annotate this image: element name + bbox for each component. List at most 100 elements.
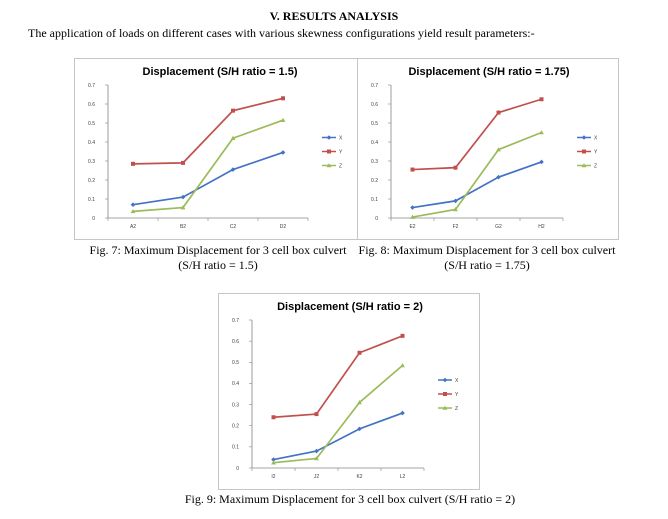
caption-fig8-line1: Fig. 8: Maximum Displacement for 3 cell …	[358, 243, 616, 257]
chart-svg: Displacement (S/H ratio = 1.75) 0 0.1 0.2 0.…	[371, 66, 598, 230]
x-tick-label: L2	[400, 474, 406, 480]
legend-marker-y	[443, 392, 447, 396]
data-point-z	[410, 214, 415, 219]
data-point-x	[130, 202, 136, 207]
series-x	[271, 410, 405, 462]
series-z	[271, 363, 405, 465]
y-tick-label: 0.6	[88, 102, 95, 108]
y-tick-label: 0	[92, 216, 95, 222]
y-tick-label: 0.5	[232, 360, 239, 366]
legend: X Y Z	[322, 135, 343, 169]
y-tick-label: 0.2	[232, 424, 239, 430]
x-tick-label: B2	[180, 224, 186, 230]
legend-marker-z	[442, 405, 448, 410]
y-tick-label: 0.4	[232, 381, 239, 387]
legend-label-x: X	[339, 135, 343, 141]
legend-marker-y	[582, 149, 586, 154]
y-tick-label: 0.5	[371, 121, 378, 127]
y-tick-label: 0.6	[371, 102, 378, 108]
legend-label-y: Y	[594, 149, 598, 155]
data-point-z	[453, 207, 458, 212]
series-x	[130, 150, 286, 207]
chart-svg: Displacement (S/H ratio = 1.5) 0 0.1 0.2 0.3…	[88, 66, 343, 230]
legend: X Y Z	[438, 377, 459, 412]
x-tick-label: J2	[314, 474, 320, 480]
series-y	[131, 96, 285, 166]
data-point-x	[496, 174, 501, 180]
x-tick-label: G2	[495, 224, 502, 230]
y-tick-label: 0.1	[371, 197, 378, 203]
caption-fig7-line2: (S/H ratio = 1.5)	[178, 258, 258, 272]
data-point-x	[357, 426, 362, 432]
legend-label-y: Y	[455, 392, 459, 398]
series-line-y	[273, 335, 403, 419]
x-tick-label: K2	[356, 474, 362, 480]
chart-fig7: Displacement (S/H ratio = 1.5) 0 0.1 0.2 0.3…	[74, 58, 364, 240]
y-tick-label: 0.7	[88, 83, 95, 89]
chart-title: Displacement (S/H ratio = 1.75)	[408, 66, 569, 78]
series-line-x	[412, 161, 542, 209]
caption-fig8-line2: (S/H ratio = 1.75)	[444, 258, 530, 272]
caption-fig7: Fig. 7: Maximum Displacement for 3 cell …	[74, 243, 362, 273]
data-point-z	[271, 460, 276, 465]
series-line-z	[412, 131, 542, 218]
y-tick-label: 0.7	[371, 83, 378, 89]
y-tick-label: 0	[375, 216, 378, 222]
chart-svg: Displacement (S/H ratio = 2) 0 0.1 0.2 0.3 0.…	[232, 301, 459, 480]
legend-marker-x	[442, 377, 448, 383]
chart-fig8: Displacement (S/H ratio = 1.75) 0 0.1 0.2 0.…	[357, 58, 619, 240]
data-point-x	[314, 448, 319, 454]
legend-label-x: X	[594, 135, 598, 141]
legend: X Y Z	[577, 135, 598, 169]
data-point-x	[280, 150, 286, 155]
data-point-z	[496, 147, 501, 152]
legend-label-y: Y	[339, 149, 343, 155]
series-line-y	[132, 97, 284, 165]
series-y	[271, 333, 405, 420]
data-point-y	[131, 161, 135, 166]
data-point-y	[314, 412, 319, 417]
data-point-z	[400, 363, 405, 368]
x-tick-label: A2	[130, 224, 136, 230]
x-tick-label: F2	[453, 224, 459, 230]
caption-fig8: Fig. 8: Maximum Displacement for 3 cell …	[357, 243, 617, 273]
y-tick-label: 0.4	[371, 140, 378, 146]
data-point-y	[281, 96, 285, 101]
legend-label-z: Z	[339, 163, 342, 169]
x-tick-label: I2	[271, 474, 275, 480]
data-point-z	[230, 135, 236, 140]
y-tick-label: 0.6	[232, 339, 239, 345]
series-z	[410, 130, 544, 219]
x-tick-label: D2	[280, 224, 287, 230]
data-point-z	[314, 456, 319, 461]
x-tick-label: E2	[409, 224, 415, 230]
data-point-y	[539, 97, 544, 102]
data-point-y	[496, 110, 501, 115]
chart-title: Displacement (S/H ratio = 1.5)	[143, 66, 298, 78]
legend-label-z: Z	[455, 406, 458, 412]
legend-marker-x	[326, 135, 332, 140]
series-line-y	[412, 98, 542, 171]
legend-label-z: Z	[594, 163, 597, 169]
data-point-y	[271, 415, 276, 420]
series-line-x	[132, 151, 284, 206]
data-point-x	[410, 205, 415, 210]
series-line-z	[132, 119, 284, 213]
chart-fig9: Displacement (S/H ratio = 2) 0 0.1 0.2 0.3 0.…	[218, 293, 480, 490]
legend-marker-y	[327, 149, 331, 154]
y-tick-label: 0.7	[232, 318, 239, 324]
data-point-y	[181, 160, 185, 165]
data-point-x	[539, 159, 544, 165]
data-point-y	[357, 350, 362, 355]
data-point-y	[453, 165, 458, 170]
y-tick-label: 0.3	[371, 159, 378, 165]
legend-label-x: X	[455, 378, 459, 384]
data-point-z	[539, 130, 544, 135]
y-tick-label: 0.5	[88, 121, 95, 127]
y-tick-label: 0.4	[88, 140, 95, 146]
caption-fig9-line1: Fig. 9: Maximum Displacement for 3 cell …	[184, 492, 516, 506]
data-point-y	[400, 333, 405, 338]
intro-text: The application of loads on different ca…	[28, 26, 535, 40]
data-point-z	[130, 208, 136, 214]
legend-marker-z	[326, 163, 332, 168]
